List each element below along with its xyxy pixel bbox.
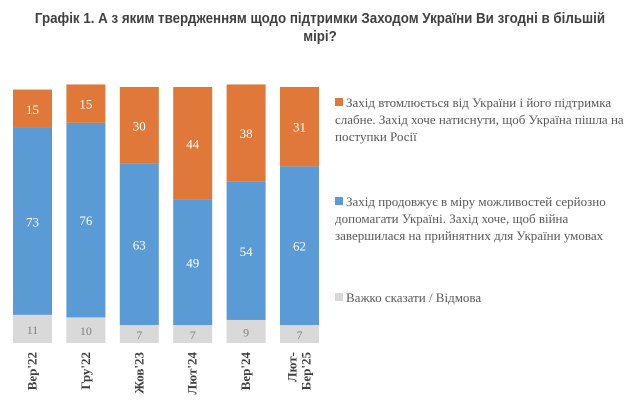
data-label: 11 xyxy=(27,323,39,337)
bar-segment xyxy=(66,317,106,343)
data-label: 54 xyxy=(240,244,254,259)
data-label: 62 xyxy=(293,239,306,254)
bar-segment xyxy=(173,87,213,200)
bar-segment xyxy=(119,163,159,326)
bar-segment xyxy=(280,166,319,326)
bar-segment xyxy=(13,89,52,128)
data-label: 44 xyxy=(186,136,200,151)
bar-segment xyxy=(66,84,106,123)
category-label: Лют- xyxy=(285,352,300,382)
legend-item-dont-know: Важко сказати / Відмова xyxy=(335,289,635,306)
bar-segment xyxy=(226,319,266,343)
data-label: 49 xyxy=(186,255,199,270)
data-label: 30 xyxy=(133,118,146,133)
data-label: 73 xyxy=(26,214,39,229)
data-label: 10 xyxy=(80,324,92,338)
data-label: 15 xyxy=(79,97,92,112)
data-label: 9 xyxy=(243,325,249,339)
legend-swatch-orange xyxy=(335,98,343,106)
data-label: 7 xyxy=(190,328,196,342)
data-label: 38 xyxy=(240,126,253,141)
bar-segment xyxy=(173,199,213,326)
data-label: 7 xyxy=(136,328,142,342)
legend-swatch-gray xyxy=(335,293,343,301)
bar-segment xyxy=(280,87,319,167)
data-label: 7 xyxy=(297,328,303,342)
bar-segment xyxy=(280,325,319,343)
category-label: Вер'22 xyxy=(25,352,40,390)
data-label: 63 xyxy=(133,237,146,252)
legend-label: Важко сказати / Відмова xyxy=(346,290,482,305)
bar-segment xyxy=(119,87,159,164)
chart-title: Графік 1. А з яким твердженням щодо підт… xyxy=(34,11,606,45)
category-label: Бер'25 xyxy=(299,352,314,391)
category-label: Жов'23 xyxy=(131,352,146,394)
legend-label: Захід втомлюється від України і його під… xyxy=(335,95,624,144)
data-label: 31 xyxy=(293,120,306,135)
data-label: 15 xyxy=(26,102,39,117)
bar-segment xyxy=(173,325,213,343)
data-label: 76 xyxy=(79,213,93,228)
legend-swatch-blue xyxy=(335,197,343,205)
legend-label: Захід продовжує в міру можливостей серйо… xyxy=(335,194,606,243)
legend-item-tired: Захід втомлюється від України і його під… xyxy=(335,94,635,145)
bar-segment xyxy=(226,84,266,182)
bar-segment xyxy=(119,325,159,343)
bar-segment xyxy=(13,127,52,315)
category-label: Вер'24 xyxy=(238,352,253,391)
category-label: Лют'24 xyxy=(185,352,200,395)
stacked-bar-chart: 11 73 15 Вер'22 10 76 15 Гру'22 7 63 30 Жов'23 7 49 44… xyxy=(13,84,319,395)
bar-segment xyxy=(13,314,52,343)
category-label: Гру'22 xyxy=(78,352,93,390)
bar-segment xyxy=(226,181,266,320)
bar-segment xyxy=(66,122,106,318)
legend-item-continues: Захід продовжує в міру можливостей серйо… xyxy=(335,193,635,244)
